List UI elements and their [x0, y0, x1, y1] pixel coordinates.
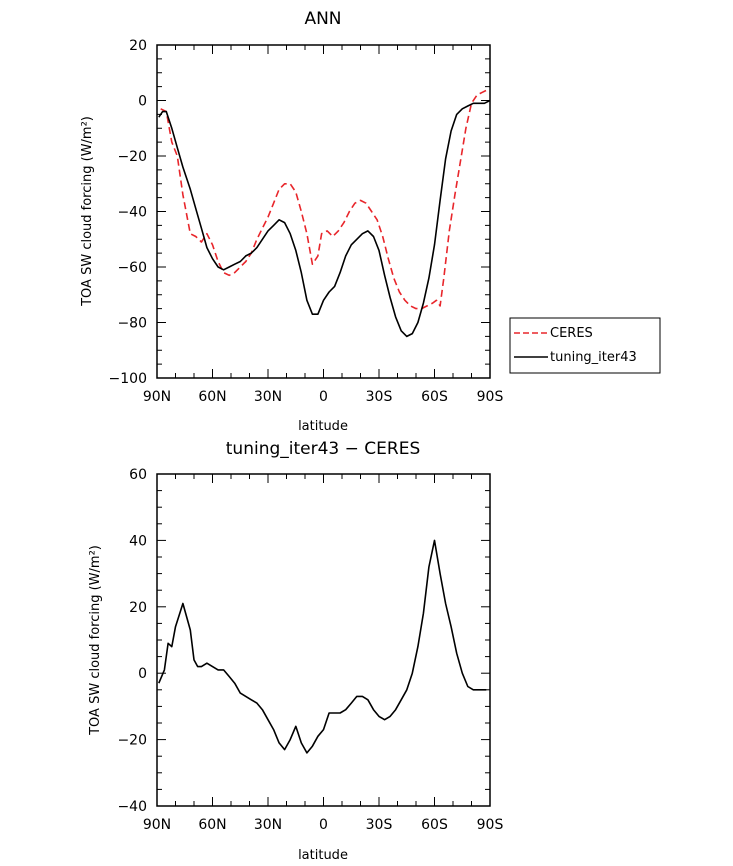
series-layer: [158, 88, 491, 338]
y-tick-label: −40: [117, 799, 147, 815]
plot-frame: [156, 473, 491, 807]
y-tick-label: 0: [138, 666, 147, 682]
x-axis-label: latitude: [298, 419, 348, 434]
series-line-tuning-iter43: [158, 99, 491, 338]
x-tick-label: 90S: [477, 389, 504, 405]
y-axis-label: TOA SW cloud forcing (W/m²): [88, 545, 103, 736]
x-tick-label: 30N: [254, 389, 282, 405]
x-tick-label: 60N: [198, 817, 226, 833]
y-tick-label: −20: [117, 149, 147, 165]
x-tick-label: 90S: [477, 817, 504, 833]
x-tick-label: 60N: [198, 389, 226, 405]
series-layer: [158, 539, 487, 754]
y-tick-label: −20: [117, 733, 147, 749]
x-tick-label: 90N: [143, 389, 171, 405]
chart-title: tuning_iter43 − CERES: [226, 439, 420, 459]
y-tick-label: 60: [129, 467, 147, 483]
x-tick-label: 90N: [143, 817, 171, 833]
x-tick-label: 0: [319, 389, 328, 405]
tick-marks: [156, 473, 491, 807]
top-chart-panel: ANN 90N 60N 30N 0 30S 60S 90S −100 −80 −60 −40 −20…: [80, 9, 661, 434]
x-tick-label: 30S: [366, 389, 393, 405]
y-tick-label: −60: [117, 260, 147, 276]
legend-box: [509, 317, 661, 374]
x-tick-label: 0: [319, 817, 328, 833]
y-tick-label: −100: [109, 371, 147, 387]
x-tick-labels: 90N 60N 30N 0 30S 60S 90S: [143, 817, 504, 833]
legend-label-ceres: CERES: [550, 326, 593, 341]
series-line-difference: [158, 539, 487, 754]
y-tick-label: 0: [138, 94, 147, 110]
y-tick-label: −80: [117, 316, 147, 332]
tick-marks: [156, 44, 491, 379]
y-axis-label: TOA SW cloud forcing (W/m²): [80, 116, 95, 307]
y-tick-labels: −40 −20 0 20 40 60: [117, 467, 147, 815]
y-tick-label: 40: [129, 533, 147, 549]
x-tick-labels: 90N 60N 30N 0 30S 60S 90S: [143, 389, 504, 405]
x-axis-label: latitude: [298, 848, 348, 863]
plot-frame: [156, 44, 491, 379]
chart-title: ANN: [304, 9, 341, 29]
series-line-ceres: [160, 88, 489, 310]
y-tick-label: −40: [117, 205, 147, 221]
legend-label-tuning-iter43: tuning_iter43: [550, 350, 637, 365]
x-tick-label: 60S: [421, 817, 448, 833]
y-tick-label: 20: [129, 38, 147, 54]
x-tick-label: 30S: [366, 817, 393, 833]
x-tick-label: 60S: [421, 389, 448, 405]
legend: CERES tuning_iter43: [509, 317, 661, 374]
y-tick-labels: −100 −80 −60 −40 −20 0 20: [109, 38, 147, 387]
x-tick-label: 30N: [254, 817, 282, 833]
bottom-chart-panel: tuning_iter43 − CERES 90N 60N 30N 0 30S 60S 90…: [88, 439, 503, 863]
y-tick-label: 20: [129, 600, 147, 616]
